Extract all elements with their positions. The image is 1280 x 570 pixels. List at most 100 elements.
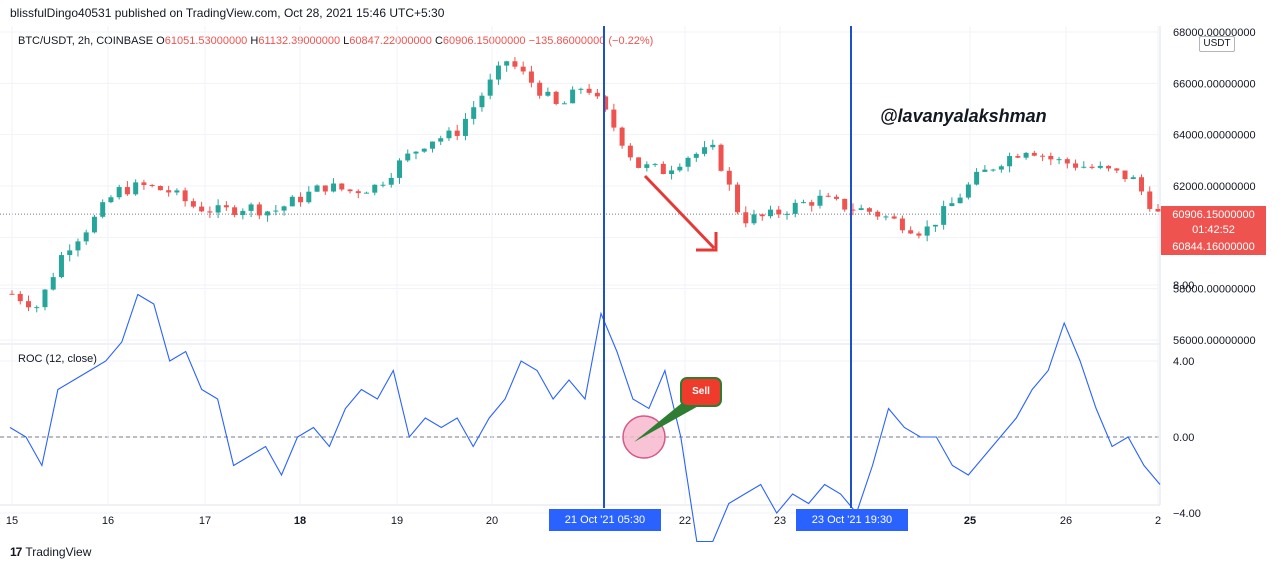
candle-body (1081, 166, 1087, 168)
tradingview-logo[interactable]: 17 TradingView (10, 545, 91, 559)
candle-body (100, 202, 106, 217)
candle-body (331, 183, 337, 192)
candle-body (215, 205, 221, 213)
candle-body (768, 209, 774, 217)
candle-body (743, 212, 749, 224)
time-tick-label: 22 (679, 515, 691, 527)
symbol-name[interactable]: BTC/USDT, 2h, COINBASE (18, 35, 154, 47)
candle-body (627, 145, 633, 158)
candle-body (941, 206, 947, 225)
candle-body (924, 226, 930, 236)
candle-body (809, 202, 815, 206)
crosshair-date-2: 23 Oct '21 19:30 (796, 509, 908, 531)
candle-body (67, 250, 73, 256)
candle-body (25, 301, 31, 308)
time-tick-label: 20 (486, 515, 498, 527)
currency-badge[interactable]: USDT (1199, 36, 1235, 52)
roc-layer (9, 293, 1161, 543)
candle-body (817, 195, 823, 206)
time-tick-label: 26 (1060, 515, 1072, 527)
candle-body (1073, 163, 1079, 168)
candle-body (438, 138, 444, 142)
roc-tick-label: −4.00 (1173, 508, 1201, 520)
time-tick-label: 19 (391, 515, 403, 527)
candle-body (495, 65, 501, 80)
candle-body (1040, 155, 1046, 157)
candle-body (256, 204, 262, 216)
candle-body (850, 209, 856, 211)
candle-body (339, 183, 345, 190)
candle-body (34, 307, 40, 309)
low-label: L (343, 35, 350, 47)
candle-body (578, 88, 584, 90)
candle-body (232, 207, 238, 215)
axes-layer: 68000.00000000 66000.00000000 64000.000000… (6, 27, 1256, 527)
candle-body (207, 211, 213, 213)
candle-body (289, 196, 295, 207)
candle-body (891, 216, 897, 219)
last-price-tag: 60906.15000000 01:42:52 (1161, 206, 1266, 239)
candle-body (537, 82, 543, 96)
candle-body (1048, 155, 1054, 160)
candle-body (949, 203, 955, 207)
roc-tick-label: 4.00 (1173, 356, 1194, 368)
countdown: 01:42:52 (1192, 224, 1235, 236)
candle-body (1089, 166, 1095, 168)
price-tick-label: 58000.00000000 (1173, 284, 1256, 296)
time-tick-label: 18 (294, 515, 306, 527)
candle-body (166, 190, 172, 193)
candle-body (759, 214, 765, 217)
candle-body (990, 169, 996, 171)
candle-body (396, 160, 402, 178)
candle-body (174, 190, 180, 193)
candle-body (1023, 152, 1029, 158)
candle-body (842, 198, 848, 210)
candle-body (149, 185, 155, 187)
down-arrow-shaft (643, 174, 716, 250)
candle-body (528, 71, 534, 83)
down-arrow-head (696, 232, 718, 252)
candle-body (982, 169, 988, 172)
candle-body (405, 153, 411, 161)
candle-body (718, 144, 724, 171)
candle-body (677, 166, 683, 171)
candle-body (108, 197, 114, 203)
roc-tick-label: 0.00 (1173, 432, 1194, 444)
grid-lines (0, 26, 1161, 514)
candle-body (1122, 170, 1128, 180)
candle-body (380, 184, 386, 186)
candle-body (355, 191, 361, 194)
close-value: 60906.15000000 (442, 35, 526, 47)
candle-body (660, 163, 666, 175)
roc-title[interactable]: ROC (12, close) (18, 353, 97, 365)
low-value: 60847.22000000 (349, 35, 432, 47)
candle-body (751, 214, 757, 224)
overlay-layer (603, 26, 852, 508)
candle-body (462, 118, 468, 136)
candle-body (858, 208, 864, 210)
candle-body (965, 184, 971, 198)
candle-body (603, 96, 609, 110)
symbol-legend: BTC/USDT, 2h, COINBASE O61051.53000000 H… (18, 35, 653, 47)
candle-body (899, 218, 905, 231)
tradingview-brand: TradingView (25, 545, 92, 559)
candle-body (833, 196, 839, 199)
candle-body (281, 206, 287, 211)
sell-pointer (634, 398, 702, 442)
candle-body (471, 107, 477, 119)
candle-body (421, 148, 427, 152)
candle-body (916, 233, 922, 236)
candle-body (776, 209, 782, 215)
candle-body (908, 230, 914, 234)
candle-body (240, 210, 246, 215)
candle-body (792, 202, 798, 214)
candle-body (190, 201, 196, 207)
candle-body (784, 213, 790, 215)
change-value: −135.86000000 (−0.22%) (528, 35, 654, 47)
publish-line: blissfulDingo40531 published on TradingV… (10, 6, 445, 20)
candle-body (388, 177, 394, 185)
candle-body (1097, 165, 1103, 168)
candle-body (932, 224, 938, 227)
candle-body (974, 171, 980, 185)
chart-canvas[interactable]: 68000.00000000 66000.00000000 64000.000000… (0, 26, 1280, 546)
